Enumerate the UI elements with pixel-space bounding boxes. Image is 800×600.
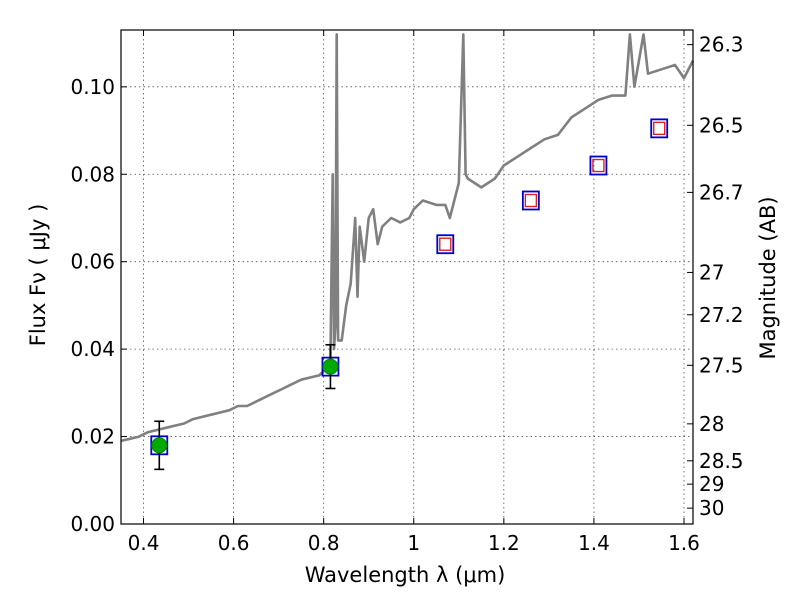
grid-lines bbox=[121, 30, 693, 525]
spectrum-line bbox=[120, 33, 695, 443]
model-square bbox=[521, 190, 540, 211]
observed-point bbox=[322, 358, 339, 375]
x-tick-label: 0.4 bbox=[128, 531, 160, 555]
magnitude-tick-label: 30 bbox=[699, 496, 724, 520]
x-tick-label: 0.6 bbox=[218, 531, 250, 555]
x-tick-label: 1.2 bbox=[488, 531, 520, 555]
y-tick-label: 0.00 bbox=[70, 512, 115, 536]
marker-layer bbox=[150, 118, 669, 471]
magnitude-tick-label: 28.5 bbox=[699, 449, 744, 473]
x-axis-title: Wavelength λ (μm) bbox=[305, 563, 506, 587]
magnitude-tick-label: 27 bbox=[699, 260, 724, 284]
magnitude-tick-label: 26.3 bbox=[699, 33, 744, 57]
magnitude-tick-label: 28 bbox=[699, 412, 724, 436]
y-tick-label: 0.06 bbox=[70, 250, 115, 274]
x-tick-label: 1.6 bbox=[668, 531, 700, 555]
spectrum-layer bbox=[120, 33, 695, 443]
upper-limit-square bbox=[524, 193, 538, 208]
model-square bbox=[650, 118, 669, 139]
y-tick-label: 0.10 bbox=[70, 75, 115, 99]
magnitude-axis-title: Magnitude (AB) bbox=[756, 196, 780, 359]
y-tick-label: 0.02 bbox=[70, 425, 115, 449]
upper-limit-square bbox=[592, 158, 605, 173]
y-tick-label: 0.08 bbox=[70, 162, 115, 186]
y-ticks: 0.00 0.02 0.04 0.06 0.08 0.10 bbox=[70, 75, 127, 536]
magnitude-tick-label: 27.2 bbox=[699, 303, 744, 327]
x-tick-label: 0.8 bbox=[308, 531, 340, 555]
y-tick-label: 0.04 bbox=[70, 337, 115, 361]
x-tick-label: 1.4 bbox=[578, 531, 610, 555]
magnitude-tick-label: 29 bbox=[699, 472, 724, 496]
upper-limit-square bbox=[439, 237, 452, 251]
magnitude-tick-label: 27.5 bbox=[699, 353, 744, 377]
upper-limit-square bbox=[653, 121, 666, 136]
observed-point bbox=[151, 437, 168, 454]
model-square bbox=[436, 234, 455, 255]
model-square bbox=[589, 155, 608, 176]
x-ticks: 0.4 0.6 0.8 1 1.2 1.4 1.6 bbox=[128, 30, 700, 555]
y-axis-title: Flux Fν ( μJy ) bbox=[26, 204, 50, 347]
magnitude-tick-label: 26.5 bbox=[699, 113, 744, 137]
magnitude-tick-label: 26.7 bbox=[699, 180, 744, 204]
x-tick-label: 1 bbox=[407, 531, 420, 555]
plot-frame bbox=[120, 29, 694, 525]
